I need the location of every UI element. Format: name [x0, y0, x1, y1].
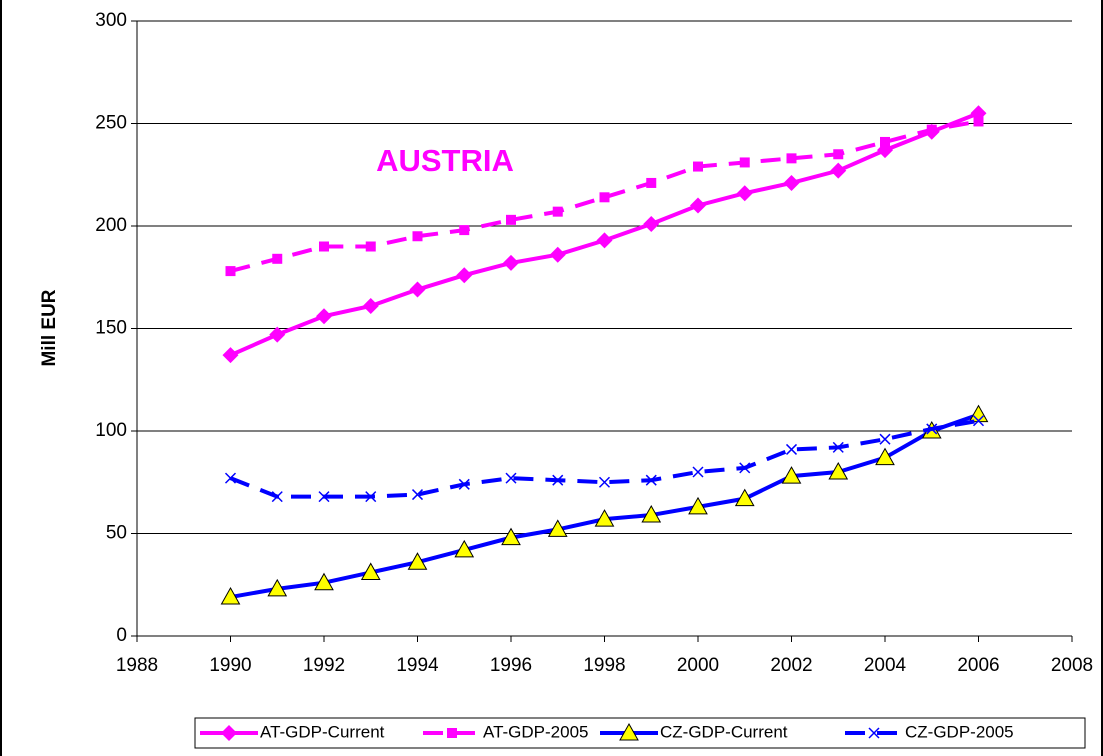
- x-tick-label: 2006: [957, 655, 999, 676]
- marker: [316, 308, 332, 325]
- marker: [269, 326, 286, 343]
- marker: [319, 241, 329, 252]
- marker: [409, 281, 426, 298]
- y-tick-label: 150: [95, 318, 127, 339]
- legend-label: AT-GDP-Current: [260, 722, 385, 741]
- marker: [456, 267, 473, 284]
- marker: [267, 578, 288, 597]
- marker: [832, 441, 844, 453]
- x-tick-label: 2002: [770, 655, 812, 676]
- marker: [360, 562, 381, 580]
- marker: [506, 214, 516, 225]
- marker: [926, 423, 938, 435]
- marker: [693, 161, 703, 172]
- marker: [221, 725, 237, 741]
- marker: [599, 192, 610, 203]
- marker: [411, 489, 424, 501]
- y-axis-label: Mill EUR: [39, 289, 60, 366]
- marker: [598, 476, 611, 488]
- y-tick-label: 100: [95, 420, 127, 441]
- y-tick-label: 200: [95, 215, 127, 236]
- marker: [968, 404, 989, 423]
- marker: [596, 232, 613, 249]
- marker: [781, 466, 802, 484]
- legend-label: CZ-GDP-Current: [660, 722, 788, 741]
- marker: [503, 254, 519, 271]
- marker: [318, 491, 330, 503]
- y-tick-label: 0: [116, 625, 127, 646]
- marker: [365, 491, 377, 503]
- legend-label: CZ-GDP-2005: [905, 722, 1014, 741]
- marker: [407, 552, 428, 570]
- x-tick-label: 1998: [583, 655, 625, 676]
- marker: [926, 124, 937, 135]
- y-tick-label: 300: [95, 10, 127, 31]
- x-tick-label: 1988: [116, 655, 158, 676]
- marker: [833, 149, 844, 160]
- marker: [549, 246, 566, 263]
- marker: [785, 443, 798, 455]
- marker: [501, 527, 521, 546]
- x-tick-label: 1992: [303, 655, 345, 676]
- x-tick-label: 1996: [490, 655, 532, 676]
- marker: [646, 177, 657, 188]
- marker: [828, 461, 849, 480]
- marker: [447, 728, 457, 738]
- marker: [225, 266, 236, 277]
- x-tick-label: 1990: [209, 655, 251, 676]
- marker: [688, 496, 708, 515]
- marker: [594, 509, 615, 527]
- x-tick-label: 1994: [396, 655, 439, 676]
- legend-label: AT-GDP-2005: [483, 722, 589, 741]
- marker: [736, 185, 753, 202]
- x-tick-label: 2004: [864, 655, 907, 676]
- marker: [459, 225, 470, 236]
- marker: [641, 505, 662, 523]
- marker: [690, 197, 706, 214]
- y-tick-label: 250: [95, 113, 127, 134]
- annotation: AUSTRIA: [376, 143, 514, 178]
- marker: [224, 472, 237, 484]
- marker: [220, 587, 241, 605]
- marker: [734, 488, 755, 507]
- marker: [972, 415, 985, 427]
- marker: [222, 347, 239, 364]
- marker: [271, 491, 283, 503]
- marker: [973, 116, 984, 127]
- series-line: [229, 418, 979, 499]
- marker: [868, 727, 880, 739]
- marker: [547, 519, 568, 537]
- marker: [454, 539, 475, 558]
- marker: [362, 297, 379, 314]
- y-tick-label: 50: [106, 523, 127, 544]
- marker: [314, 572, 334, 591]
- marker: [875, 447, 895, 466]
- marker: [458, 478, 470, 490]
- marker: [619, 722, 639, 741]
- marker: [739, 462, 751, 474]
- marker: [412, 231, 423, 242]
- marker: [739, 157, 750, 168]
- marker: [365, 241, 376, 252]
- marker: [783, 174, 800, 191]
- marker: [786, 153, 797, 164]
- marker: [643, 215, 660, 232]
- marker: [692, 466, 704, 478]
- x-tick-label: 2000: [677, 655, 719, 676]
- marker: [880, 136, 890, 147]
- marker: [272, 253, 283, 264]
- marker: [879, 433, 891, 445]
- marker: [830, 162, 847, 179]
- marker: [645, 474, 657, 486]
- marker: [505, 472, 517, 484]
- marker: [552, 206, 563, 217]
- x-tick-label: 2008: [1051, 655, 1093, 676]
- marker: [552, 474, 564, 486]
